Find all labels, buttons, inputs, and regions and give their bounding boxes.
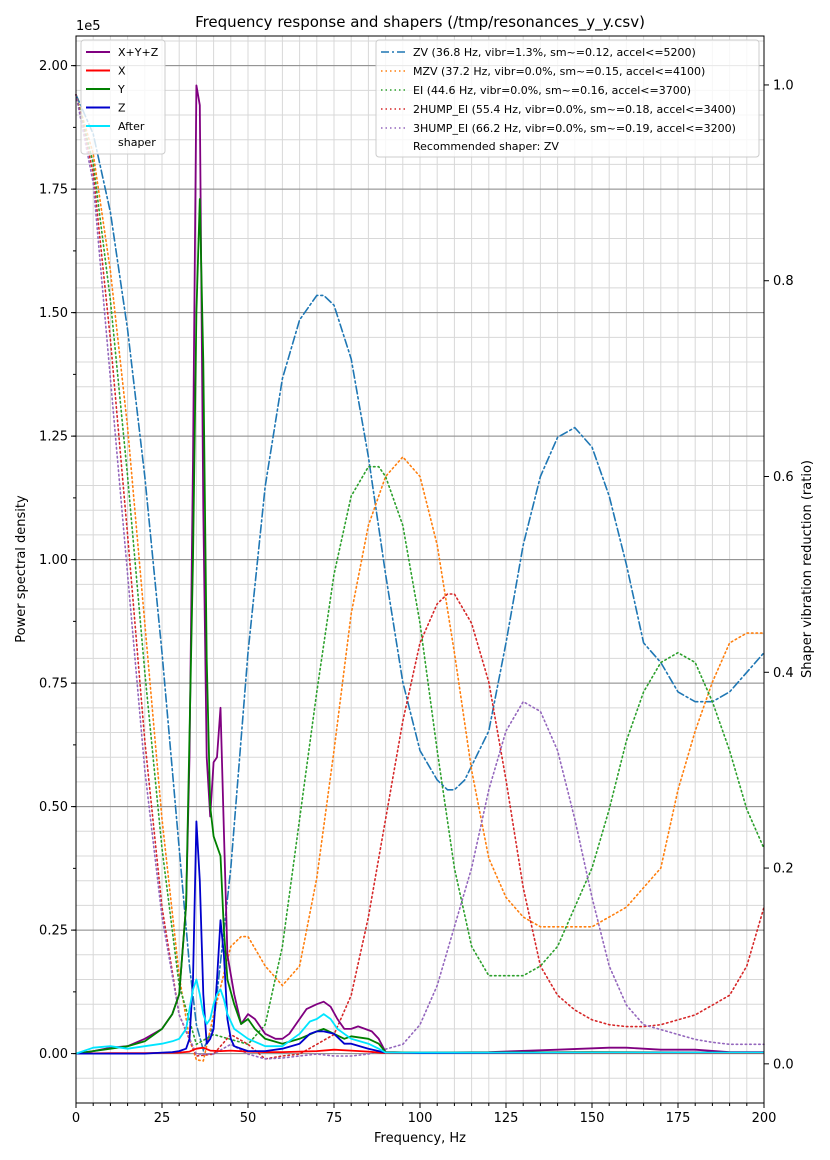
x-tick-label: 200 (752, 1111, 777, 1126)
legend-psd-label: After (118, 120, 145, 133)
psd-line-3 (76, 820, 764, 1055)
x-tick-label: 175 (666, 1111, 691, 1126)
y-tick-label: 1.50 (39, 306, 68, 321)
y-tick-label: 0.75 (39, 677, 68, 692)
legend-shaper-label: 2HUMP_EI (55.4 Hz, vibr=0.0%, sm~=0.18, … (413, 103, 736, 116)
legend-psd-label: Z (118, 102, 126, 115)
x-tick-label: 150 (580, 1111, 605, 1126)
psd-line-2 (75, 198, 765, 1055)
y2-tick-label: 0.8 (773, 274, 794, 289)
psd-line-4 (75, 978, 764, 1055)
shaper-line-4 (75, 93, 765, 1060)
y-tick-label: 0.25 (39, 924, 68, 939)
x-tick-label: 125 (494, 1111, 519, 1126)
x-tick-label: 0 (72, 1111, 80, 1126)
y2-tick-label: 1.0 (773, 78, 794, 93)
x-tick-label: 50 (240, 1111, 257, 1126)
y-tick-label: 1.25 (39, 430, 68, 445)
y-tick-label: 1.75 (39, 183, 68, 198)
y-tick-label: 0.50 (39, 800, 68, 815)
y-axis-label: Power spectral density (14, 495, 29, 643)
legend-shaper-label: MZV (37.2 Hz, vibr=0.0%, sm~=0.15, accel… (413, 65, 705, 78)
legend-shaper-label: ZV (36.8 Hz, vibr=1.3%, sm~=0.12, accel<… (413, 46, 696, 59)
shaper-line-2 (75, 93, 765, 1046)
legend-psd-label: shaper (118, 136, 156, 149)
x-axis-label: Frequency, Hz (374, 1131, 466, 1146)
x-tick-label: 25 (154, 1111, 171, 1126)
legend-psd-label: Y (117, 83, 125, 96)
shaper-line-1 (75, 93, 765, 1062)
y2-tick-label: 0.4 (773, 666, 794, 681)
legend-shapers: Recommended shaper: ZV ZV (36.8 Hz, vibr… (375, 39, 760, 158)
y-tick-label: 0.00 (39, 1047, 68, 1062)
y2-tick-label: 0.2 (773, 862, 794, 877)
y-tick-label: 2.00 (39, 59, 68, 74)
y-offset-label: 1e5 (76, 19, 101, 34)
legend-psd-label: X+Y+Z (118, 46, 159, 59)
psd-lines (75, 84, 765, 1055)
x-axis-ticks: 0 25 50 75 100 125 150 175 200 (72, 1103, 777, 1126)
chart-title: Frequency response and shapers (/tmp/res… (195, 13, 645, 32)
y2-axis-ticks: 0.0 0.2 0.4 0.6 0.8 1.0 (764, 78, 794, 1072)
minor-grid (75, 36, 765, 1104)
legend-psd-label: X (118, 65, 126, 78)
legend-shapers-box (375, 39, 760, 158)
legend-recommended-note: Recommended shaper: ZV (413, 140, 559, 153)
legend-shaper-label: EI (44.6 Hz, vibr=0.0%, sm~=0.16, accel<… (413, 84, 691, 97)
y2-tick-label: 0.6 (773, 470, 794, 485)
legend-shaper-label: 3HUMP_EI (66.2 Hz, vibr=0.0%, sm~=0.19, … (413, 122, 736, 135)
legend-psd: X+Y+Z XYZ After shaper (80, 39, 166, 155)
x-tick-label: 100 (408, 1111, 433, 1126)
x-tick-label: 75 (326, 1111, 343, 1126)
y2-axis-label: Shaper vibration reduction (ratio) (800, 460, 815, 678)
y-axis-ticks: 0.00 0.25 0.50 0.75 1.00 1.25 1.50 1.75 2.00 (39, 59, 76, 1062)
y-tick-label: 1.00 (39, 553, 68, 568)
y2-tick-label: 0.0 (773, 1057, 794, 1072)
